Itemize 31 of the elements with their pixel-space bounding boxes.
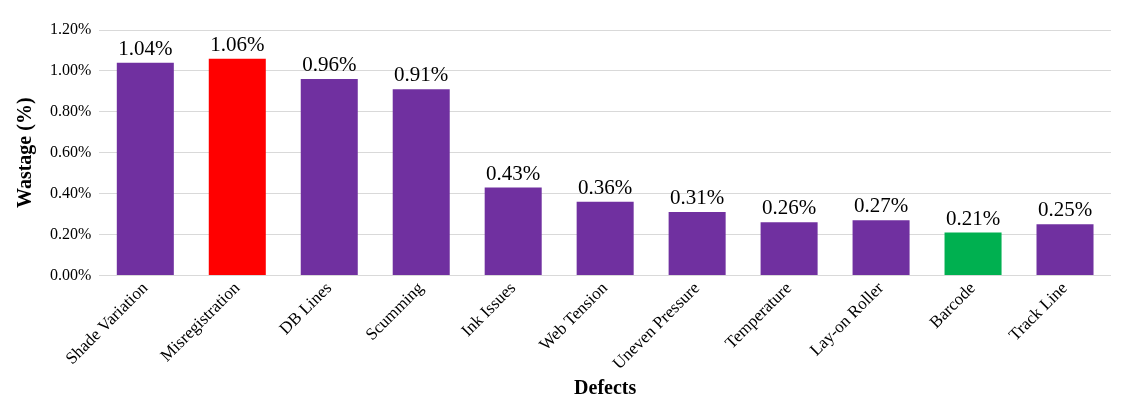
bar	[668, 212, 726, 275]
x-axis-title: Defects	[574, 376, 637, 399]
bar	[1036, 224, 1094, 275]
y-tick-label: 0.20%	[50, 224, 92, 242]
y-tick-label: 1.20%	[50, 20, 92, 38]
data-label: 0.26%	[761, 195, 817, 220]
bar	[576, 201, 634, 275]
data-label: 0.31%	[670, 185, 725, 210]
y-tick-label: 0.60%	[50, 142, 92, 160]
data-label: 1.06%	[210, 31, 265, 56]
data-label: 0.27%	[853, 193, 909, 218]
bar	[300, 79, 358, 275]
data-label: 0.36%	[578, 174, 633, 199]
data-label: 0.91%	[394, 62, 449, 87]
bar	[760, 222, 818, 275]
y-tick-label: 1.00%	[50, 61, 92, 79]
y-tick-label: 0.40%	[50, 183, 92, 201]
data-label: 0.43%	[486, 160, 541, 185]
data-label: 1.04%	[118, 35, 173, 60]
bar	[944, 232, 1002, 275]
bar	[116, 62, 174, 275]
bar	[852, 220, 910, 275]
bar	[208, 58, 266, 275]
bar	[392, 89, 450, 275]
y-axis-title: Wastage (%)	[13, 97, 37, 208]
y-tick-label: 0.80%	[50, 102, 92, 120]
bar	[484, 187, 542, 275]
y-tick-label: 0.00%	[50, 265, 92, 283]
data-label: 0.96%	[302, 52, 357, 77]
data-label: 0.25%	[1037, 197, 1093, 222]
data-label: 0.21%	[945, 205, 1001, 230]
